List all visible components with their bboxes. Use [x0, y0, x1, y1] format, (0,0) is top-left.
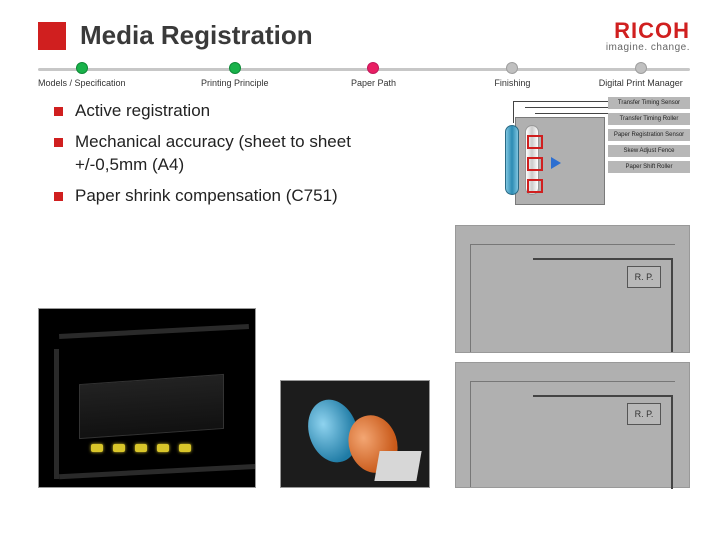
bullet-text: Paper shrink compensation (C751) — [75, 185, 338, 208]
nav-label: Paper Path — [351, 78, 396, 88]
registration-stamp: R. P. — [627, 403, 661, 425]
nav-dot — [506, 62, 518, 74]
nav-item-finishing[interactable]: Finishing — [494, 62, 530, 88]
bullet-icon — [54, 192, 63, 201]
registration-stamp: R. P. — [627, 266, 661, 288]
diagram-lead — [535, 113, 608, 114]
nav-item-printing[interactable]: Printing Principle — [201, 62, 269, 88]
nav-label: Printing Principle — [201, 78, 269, 88]
diagram-label: Transfer Timing Sensor — [608, 97, 690, 109]
brand-logo: RICOH — [606, 18, 690, 44]
nav-label: Digital Print Manager — [599, 78, 683, 88]
diagram-target — [527, 179, 543, 193]
diagram-lead — [525, 107, 608, 108]
bullet-item: Mechanical accuracy (sheet to sheet +/-0… — [54, 131, 414, 177]
nav-item-dpm[interactable]: Digital Print Manager — [599, 62, 683, 88]
diagram-lead — [513, 101, 608, 102]
brand-tagline: imagine. change. — [606, 42, 690, 53]
diagram-target — [527, 135, 543, 149]
nav-item-models[interactable]: Models / Specification — [38, 62, 126, 88]
page-title: Media Registration — [80, 20, 313, 51]
diagram-target — [527, 157, 543, 171]
nav-dot — [635, 62, 647, 74]
bullet-icon — [54, 107, 63, 116]
bullet-text: Active registration — [75, 100, 210, 123]
bullet-icon — [54, 138, 63, 147]
nav-dot — [76, 62, 88, 74]
nav-dot — [229, 62, 241, 74]
diagram-roller-blue — [505, 125, 519, 195]
diagram-label: Paper Shift Roller — [608, 161, 690, 173]
title-accent-square — [38, 22, 66, 50]
image-registration-sample-2: R. P. — [455, 362, 690, 488]
brand-block: RICOH imagine. change. — [606, 18, 690, 53]
nav-item-paperpath[interactable]: Paper Path — [351, 62, 396, 88]
image-mechanism-photo — [38, 308, 256, 488]
section-nav: Models / Specification Printing Principl… — [38, 62, 690, 88]
nav-label: Models / Specification — [38, 78, 126, 88]
image-rollers-photo — [280, 380, 430, 488]
diagram-lead — [513, 101, 514, 123]
registration-diagram: Transfer Timing Sensor Transfer Timing R… — [455, 95, 690, 215]
diagram-label: Paper Registration Sensor — [608, 129, 690, 141]
diagram-label: Transfer Timing Roller — [608, 113, 690, 125]
nav-dot — [367, 62, 379, 74]
nav-label: Finishing — [494, 78, 530, 88]
diagram-label: Skew Adjust Fence — [608, 145, 690, 157]
bullet-text: Mechanical accuracy (sheet to sheet +/-0… — [75, 131, 414, 177]
image-registration-sample-1: R. P. — [455, 225, 690, 353]
bullet-list: Active registration Mechanical accuracy … — [54, 100, 414, 216]
bullet-item: Active registration — [54, 100, 414, 123]
bullet-item: Paper shrink compensation (C751) — [54, 185, 414, 208]
